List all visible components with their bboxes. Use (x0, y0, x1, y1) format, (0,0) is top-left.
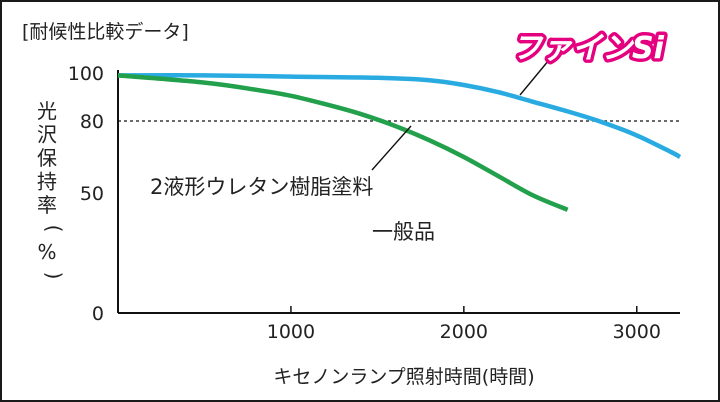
y-axis-label-char: 光 (37, 99, 57, 123)
y-axis-label-char: 率 (37, 193, 57, 217)
series-fine-si-line (117, 73, 682, 159)
series-group (117, 73, 682, 212)
fine-si-label-fill: ファインSi (512, 31, 665, 66)
y-axis-label-char: ) (42, 272, 66, 280)
y-tick-label: 0 (92, 303, 104, 325)
x-tick-label: 2000 (440, 321, 488, 343)
urethane-leader-line (371, 125, 412, 171)
fine-si-leader-line (519, 59, 550, 96)
y-axis-label: 光沢保持率% (37, 99, 57, 264)
y-tick-label: 100 (68, 63, 104, 85)
y-ticks: 0 50 80 100 (68, 63, 104, 325)
x-tick-label: 3000 (613, 321, 661, 343)
y-axis-label-char: % (37, 240, 56, 264)
y-axis-label-char: 持 (37, 170, 57, 194)
urethane-label-line1: 2液形ウレタン樹脂塗料 (150, 175, 373, 199)
x-axis-label: キセノンランプ照射時間(時間) (273, 366, 534, 388)
y-axis-label-char: ( (42, 225, 66, 233)
y-tick-label: 80 (80, 111, 104, 133)
y-axis-label-char: 保 (37, 146, 57, 170)
y-axis-label-char: 沢 (37, 123, 57, 147)
x-ticks: 1000 2000 3000 (267, 306, 661, 343)
y-tick-label: 50 (80, 183, 104, 205)
urethane-label-line2: 一般品 (372, 220, 435, 244)
fine-si-label: ファインSi (512, 31, 665, 66)
x-tick-label: 1000 (267, 321, 315, 343)
chart-title: [耐候性比較データ] (22, 21, 189, 43)
series-urethane-line (117, 73, 569, 212)
